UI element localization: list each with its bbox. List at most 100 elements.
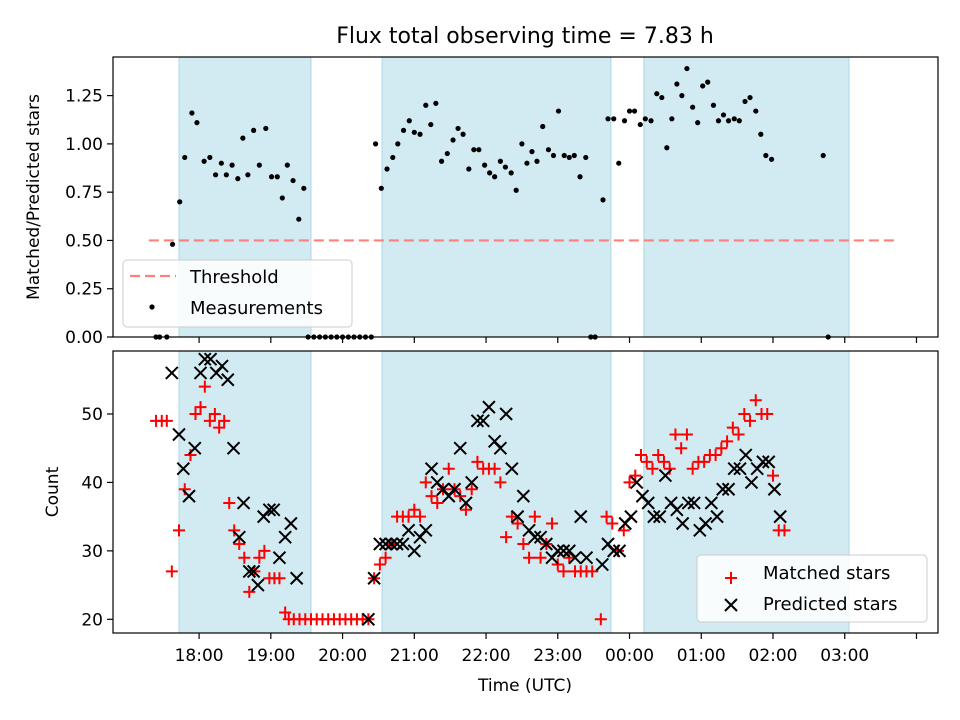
measurement-point [444,150,450,157]
matched-star-point [709,449,722,462]
matched-star-point [586,565,599,578]
predicted-star-point [773,509,787,524]
predicted-star-point [595,557,609,572]
measurement-point [550,152,557,159]
predicted-star-point [658,468,673,483]
measurement-point [642,116,648,122]
measurement-point [669,116,675,122]
matched-star-point [402,510,415,523]
predicted-star-point [641,496,655,510]
measurement-point [695,120,701,126]
matched-star-point [528,510,541,523]
predicted-star-point [165,366,179,380]
predicted-star-point [612,544,627,558]
measurement-point [223,172,229,178]
matched-star-point [454,490,467,503]
measurement-point [753,108,759,114]
matched-star-point [233,538,246,551]
top-plot-marks [148,65,895,340]
predicted-star-point [396,537,410,551]
matched-star-point [253,551,266,564]
measurement-point [725,118,732,124]
measurement-point [508,170,514,176]
measurement-point [492,174,498,180]
measurement-point [290,177,296,184]
measurement-point [207,154,213,161]
matched-star-point [594,613,607,626]
measurement-point [455,125,461,132]
observing-window [381,56,612,338]
measurement-point [742,98,748,105]
matched-star-point [203,414,216,427]
matched-star-point [563,551,576,564]
predicted-star-point [574,509,588,524]
x-tick-label: 22:00 [462,646,511,666]
matched-star-point [744,414,757,427]
y-tick-label: 1.25 [65,87,103,107]
predicted-star-point [516,489,531,503]
matched-star-point [279,606,292,619]
measurement-point [279,195,285,201]
matched-star-point [680,428,693,441]
predicted-star-point [721,482,736,496]
predicted-star-point [236,496,251,510]
measurement-point [664,145,670,151]
matched-star-point [208,407,221,420]
measurement-point [715,118,722,124]
matched-star-point [459,503,472,516]
measurement-point [768,156,775,162]
measurement-point [540,123,546,130]
measurement-point [378,185,384,191]
matched-star-point [726,421,739,434]
matched-star-point [243,585,256,598]
predicted-star-point [453,441,467,455]
measurement-point [497,158,503,164]
x-tick-label: 02:00 [749,646,798,666]
predicted-star-point [761,455,776,469]
predicted-star-point [284,516,298,531]
matched-star-point [425,490,438,503]
matched-star-point [749,394,762,407]
predicted-star-point [278,530,292,544]
predicted-star-point [378,537,393,551]
measurement-point [256,162,262,168]
predicted-star-point [579,551,594,565]
bottom-x-label: Time (UTC) [477,676,572,696]
x-tick-label: 20:00 [318,646,367,666]
predicted-star-point [424,462,439,476]
predicted-star-point [739,448,753,462]
top-y-label: Matched/Predicted stars [24,94,44,300]
y-tick-label: 1.00 [65,135,103,155]
measurement-point [268,174,275,180]
measurement-point [296,216,302,222]
matched-star-point [419,476,432,489]
measurement-point [487,170,493,176]
predicted-star-point [384,537,399,551]
predicted-star-point [551,544,565,558]
matched-star-point [223,496,236,509]
predicted-star-point [607,544,621,558]
measurement-point [529,149,535,155]
top-legend-box [122,259,353,328]
predicted-star-point [675,516,690,531]
measurement-point [438,158,445,164]
predicted-star-point [629,475,644,490]
y-tick-label: 0.50 [65,231,103,251]
predicted-star-point [687,496,701,510]
measurement-point [758,131,764,137]
predicted-star-point [499,407,513,421]
measurement-point [502,164,509,170]
measurement-point [411,129,417,135]
measurement-point [621,118,628,124]
predicted-star-point [226,441,241,455]
matched-star-point [767,469,779,482]
y-tick-label: 20 [81,610,103,630]
observing-window [381,350,612,634]
measurement-point [460,131,466,137]
predicted-star-point [459,496,473,510]
measurement-point [611,116,617,122]
matched-star-point [606,517,619,530]
measurement-point [679,93,685,99]
matched-star-point [373,558,386,571]
matched-star-point [646,462,659,475]
